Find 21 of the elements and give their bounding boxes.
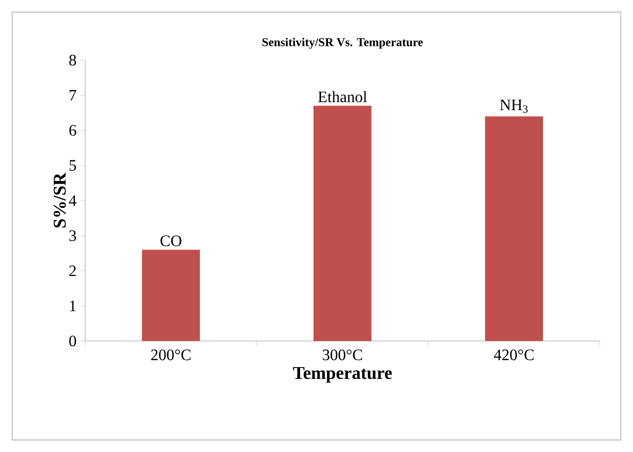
bar — [485, 116, 544, 341]
y-axis-title: S%/SR — [54, 172, 66, 228]
y-tick-label: 5 — [70, 160, 76, 171]
bar — [314, 106, 372, 341]
y-tick-label: 3 — [69, 230, 76, 241]
y-tick-label: 7 — [70, 90, 76, 100]
annotation: Ethanol — [318, 91, 367, 102]
y-tick-label: 6 — [69, 124, 76, 136]
x-tick-label: 300°C — [322, 349, 362, 360]
y-tick-label: 1 — [70, 300, 76, 312]
chart-title: Sensitivity/SR Vs. Temperature — [262, 38, 423, 49]
y-tick-label: 4 — [68, 195, 76, 206]
annotation: CO — [160, 235, 182, 246]
annotation: NH$_{3}$ — [500, 100, 528, 113]
y-tick-label: 0 — [69, 336, 76, 346]
x-tick-label: 200°C — [151, 349, 190, 360]
y-tick-label: 2 — [69, 265, 76, 276]
x-axis-title: Temperature — [292, 367, 392, 383]
y-tick-label: 8 — [69, 54, 76, 66]
x-tick-label: 420°C — [494, 349, 534, 360]
bar — [142, 250, 200, 341]
